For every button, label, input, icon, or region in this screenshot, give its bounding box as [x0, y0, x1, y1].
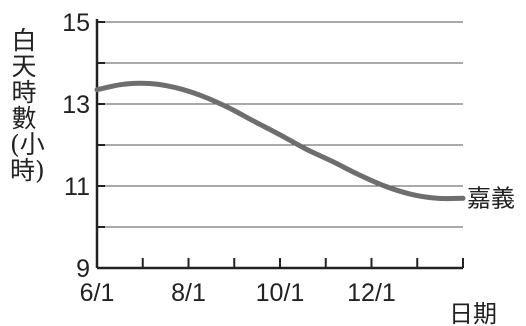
grid	[97, 21, 463, 228]
series-label: 嘉義	[467, 184, 515, 212]
x-tick-label: 8/1	[171, 279, 206, 307]
axes	[95, 19, 464, 270]
x-tick-label: 10/1	[256, 279, 305, 307]
y-tick-label: 11	[64, 173, 90, 201]
x-axis-title: 日期	[449, 300, 497, 326]
y-tick-label: 15	[62, 9, 90, 37]
series-line-chiayi	[94, 80, 466, 202]
x-tick-label: 12/1	[347, 279, 396, 307]
y-tick-label: 9	[76, 255, 90, 283]
x-ticks: 6/1 8/1 10/1 12/1	[80, 279, 396, 307]
y-ticks: 9 11 13 15	[62, 9, 90, 283]
x-tick-label: 6/1	[80, 279, 115, 307]
y-tick-label: 13	[62, 91, 90, 119]
